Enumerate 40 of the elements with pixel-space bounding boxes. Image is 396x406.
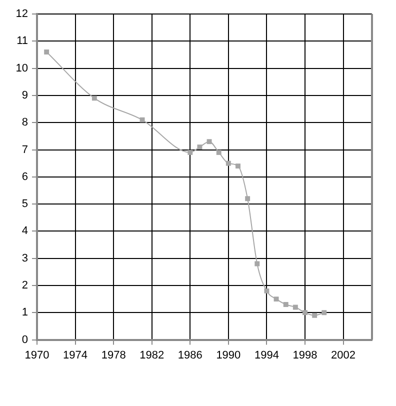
point bbox=[140, 117, 145, 122]
x-tick-label: 1990 bbox=[216, 349, 241, 362]
point bbox=[264, 288, 270, 294]
point bbox=[188, 150, 193, 155]
point bbox=[44, 50, 50, 54]
x-tick-label: 1978 bbox=[101, 349, 126, 362]
y-tick-label: 7 bbox=[22, 144, 28, 156]
point bbox=[302, 310, 308, 316]
y-tick-label: 11 bbox=[16, 35, 28, 48]
x-tick-label: 1986 bbox=[178, 349, 202, 362]
point bbox=[292, 304, 298, 310]
point bbox=[206, 139, 212, 144]
y-tick-label: 6 bbox=[22, 170, 28, 183]
point bbox=[236, 164, 240, 169]
point bbox=[254, 261, 260, 266]
x-tick-label: 2002 bbox=[331, 349, 356, 362]
point bbox=[322, 310, 327, 316]
y-tick-label: 4 bbox=[22, 225, 28, 238]
y-tick-label: 10 bbox=[16, 62, 28, 74]
y-tick-label: 1 bbox=[22, 306, 28, 319]
point bbox=[274, 296, 279, 302]
x-tick-label: 1970 bbox=[24, 349, 50, 362]
y-tick-label: 8 bbox=[22, 116, 28, 129]
x-tick-label: 1982 bbox=[140, 349, 164, 362]
y-tick-label: 0 bbox=[22, 334, 28, 346]
point bbox=[245, 196, 250, 202]
x-tick-label: 1994 bbox=[254, 349, 279, 362]
point bbox=[197, 144, 202, 150]
y-tick-label: 5 bbox=[22, 198, 28, 210]
x-tick-label: 1998 bbox=[292, 349, 318, 362]
y-tick-label: 2 bbox=[22, 280, 28, 292]
x-tick-label: 1974 bbox=[63, 349, 88, 362]
y-tick-label: 3 bbox=[22, 252, 28, 264]
y-tick-label: 12 bbox=[16, 8, 28, 20]
point bbox=[226, 160, 231, 166]
point bbox=[283, 302, 288, 307]
y-tick-label: 9 bbox=[22, 89, 28, 102]
point bbox=[92, 96, 97, 101]
point bbox=[216, 150, 222, 155]
point bbox=[312, 312, 318, 318]
